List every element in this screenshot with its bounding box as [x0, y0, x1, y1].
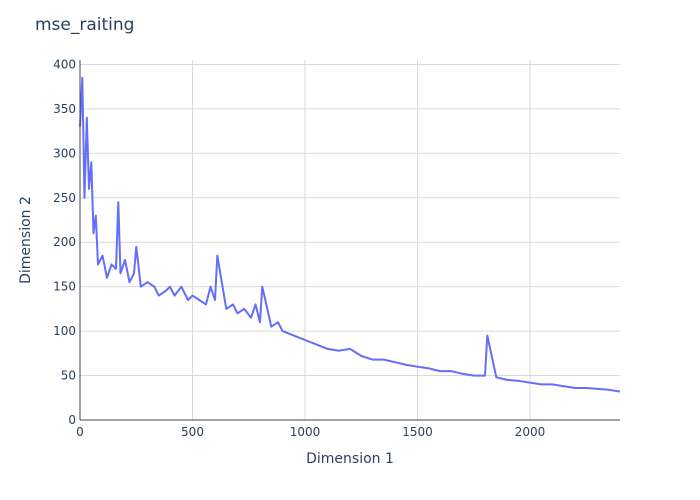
chart-title: mse_raiting: [35, 15, 134, 35]
x-tick-label: 0: [76, 425, 84, 439]
series-line-0: [79, 76, 621, 393]
tick-layer: 0 500 1000 1500 2000 0 50 100 150 200 250 300 350 400: [53, 57, 545, 439]
y-tick-label: 300: [53, 146, 76, 160]
y-tick-label: 0: [68, 413, 76, 427]
y-tick-label: 150: [53, 280, 76, 294]
x-tick-label: 500: [181, 425, 204, 439]
x-tick-label: 1500: [402, 425, 433, 439]
y-tick-label: 350: [53, 102, 76, 116]
y-tick-label: 250: [53, 191, 76, 205]
x-tick-label: 2000: [515, 425, 546, 439]
y-axis-title: Dimension 2: [18, 196, 34, 284]
y-tick-label: 400: [53, 57, 76, 71]
series-layer: [79, 76, 621, 393]
y-tick-label: 200: [53, 235, 76, 249]
y-tick-label: 50: [61, 369, 76, 383]
x-axis-title: Dimension 1: [306, 451, 394, 467]
y-tick-label: 100: [53, 324, 76, 338]
x-tick-label: 1000: [290, 425, 321, 439]
